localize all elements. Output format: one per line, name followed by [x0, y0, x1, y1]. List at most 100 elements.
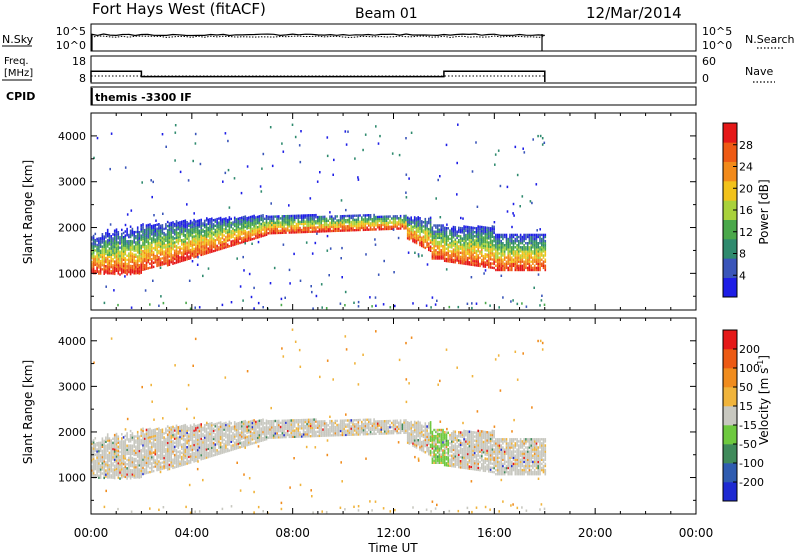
velocity-cell — [193, 447, 195, 451]
power-cell — [188, 230, 190, 234]
colorbar-band — [723, 277, 737, 298]
power-cell — [248, 222, 250, 225]
power-cell — [145, 232, 148, 235]
power-cell — [523, 246, 525, 249]
power-cell — [202, 222, 204, 225]
power-cell — [165, 239, 167, 242]
power-cell — [241, 239, 243, 242]
power-cell — [369, 214, 372, 217]
power-cell — [512, 235, 515, 239]
power-cell — [491, 235, 494, 238]
power-cell — [117, 272, 120, 275]
power-cell — [269, 223, 271, 227]
velocity-cell — [136, 437, 139, 440]
power-outlier — [471, 302, 473, 305]
velocity-cell — [126, 444, 128, 447]
power-cell — [230, 223, 232, 227]
velocity-cell — [92, 461, 95, 465]
velocity-cell — [94, 467, 97, 471]
velocity-cell — [98, 470, 100, 473]
power-cell — [200, 235, 202, 238]
velocity-cell — [207, 455, 210, 459]
power-cell — [147, 250, 150, 253]
velocity-cell — [121, 453, 123, 456]
power-cell — [235, 220, 238, 223]
power-cell — [96, 245, 98, 249]
power-cell — [151, 257, 153, 261]
power-cell — [495, 248, 497, 251]
power-cell — [230, 234, 232, 237]
power-cell — [535, 242, 538, 245]
power-cell — [479, 252, 481, 255]
velocity-cell — [106, 455, 109, 459]
power-cell — [537, 258, 539, 261]
power-cell — [129, 229, 132, 232]
power-cell — [182, 220, 185, 223]
power-cell — [203, 219, 206, 223]
power-cell — [535, 246, 538, 249]
power-cell — [516, 246, 518, 249]
power-cell — [466, 232, 469, 235]
power-cell — [256, 215, 259, 219]
power-cell — [542, 250, 545, 253]
power-cell — [126, 271, 128, 274]
power-cell — [135, 237, 137, 240]
velocity-cell — [159, 451, 162, 454]
power-cell — [129, 264, 132, 268]
power-cell — [498, 239, 501, 243]
power-cell — [129, 268, 132, 272]
power-cell — [329, 223, 331, 227]
power-cell — [271, 223, 273, 227]
power-cell — [106, 253, 109, 256]
power-cell — [106, 266, 109, 269]
velocity-cell — [121, 459, 123, 463]
power-near-range — [448, 305, 451, 309]
velocity-cell — [115, 467, 118, 470]
power-cell — [188, 228, 190, 232]
power-cell — [488, 245, 490, 248]
power-cell — [244, 236, 247, 239]
power-cell — [143, 249, 146, 252]
power-cell — [477, 227, 479, 230]
velocity-cell — [108, 453, 111, 457]
power-cell — [188, 255, 190, 258]
power-cell — [304, 220, 307, 223]
power-cell — [94, 263, 97, 266]
power-cell — [92, 247, 95, 250]
power-cell — [140, 228, 142, 231]
power-cell — [468, 242, 471, 245]
power-cell — [470, 251, 472, 254]
power-cell — [523, 233, 525, 237]
velocity-cell — [91, 454, 93, 458]
velocity-cell — [170, 465, 172, 468]
velocity-cell — [211, 444, 213, 447]
power-cell — [128, 266, 130, 270]
power-cell — [309, 226, 312, 229]
power-cell — [279, 231, 282, 235]
velocity-cell — [193, 458, 195, 461]
velocity-cell — [189, 432, 192, 435]
power-cell — [230, 221, 232, 225]
power-cell — [309, 222, 312, 225]
velocity-cell — [179, 442, 181, 445]
power-cell — [443, 243, 446, 246]
power-cell — [329, 227, 331, 231]
power-cell — [112, 272, 114, 275]
power-cell — [184, 258, 187, 262]
velocity-cell — [99, 458, 102, 461]
power-cell — [352, 222, 354, 226]
power-cell — [323, 219, 326, 223]
power-cell — [241, 220, 243, 223]
power-cell — [106, 251, 109, 254]
power-cell — [253, 216, 255, 220]
power-cell — [133, 261, 135, 265]
velocity-cell — [136, 451, 139, 454]
power-near-range — [489, 304, 491, 307]
power-cell — [413, 236, 416, 240]
power-cell — [211, 244, 213, 247]
power-cell — [172, 243, 174, 247]
power-cell — [172, 246, 174, 249]
velocity-cell — [124, 451, 127, 454]
power-cell — [355, 226, 358, 230]
velocity-cell — [202, 453, 204, 456]
